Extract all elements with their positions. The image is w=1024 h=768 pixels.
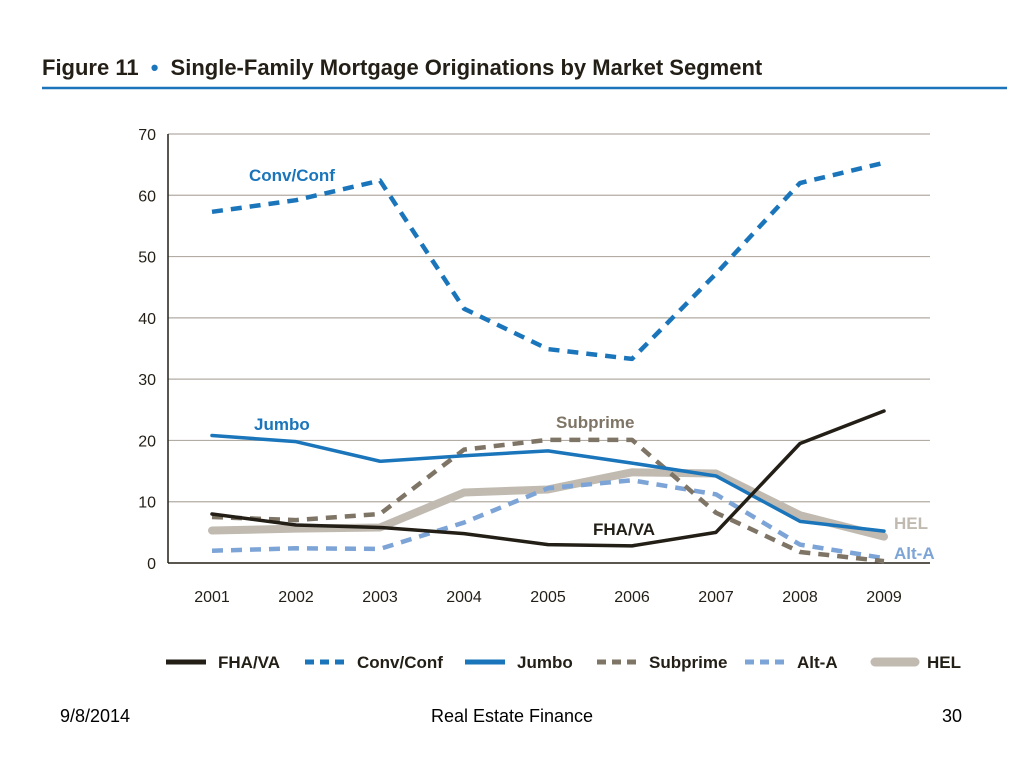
legend-label-subprime: Subprime — [649, 653, 727, 672]
series-line-alt-a — [211, 478, 885, 561]
x-tick-label: 2004 — [446, 589, 482, 606]
x-tick-label: 2005 — [530, 589, 566, 606]
x-tick-label: 2003 — [362, 589, 398, 606]
x-axis: 2001 2002 2003 2004 2005 2006 2007 2008 2009 — [194, 589, 902, 606]
series-line-fha-va — [210, 409, 886, 548]
annotation-fha-va: FHA/VA — [593, 520, 655, 539]
annotation-hel: HEL — [894, 514, 928, 533]
gridlines — [168, 133, 930, 503]
y-tick-label: 60 — [138, 188, 156, 205]
series-line-subprime — [211, 437, 885, 564]
footer-title: Real Estate Finance — [430, 706, 594, 726]
y-tick-label: 30 — [138, 372, 156, 389]
annotation-jumbo: Jumbo — [254, 415, 310, 434]
x-tick-label: 2007 — [698, 589, 734, 606]
figure-title: Figure 11 • Single-Family Mortgage Origi… — [42, 55, 1007, 90]
annotation-conv-conf: Conv/Conf — [249, 166, 335, 185]
legend-label-alt-a: Alt-A — [797, 653, 838, 672]
footer-date: 9/8/2014 — [60, 706, 131, 726]
x-tick-label: 2002 — [278, 589, 314, 606]
legend-label-jumbo: Jumbo — [517, 653, 573, 672]
y-tick-label: 40 — [138, 311, 156, 328]
y-tick-label: 10 — [138, 495, 156, 512]
x-tick-label: 2009 — [866, 589, 902, 606]
x-tick-label: 2006 — [614, 589, 650, 606]
series-lines — [208, 160, 888, 564]
legend: FHA/VA Conv/Conf Jumbo Subprime Alt-A HEL — [166, 653, 961, 672]
series-line-conv-conf — [211, 160, 885, 362]
annotation-subprime: Subprime — [556, 413, 634, 432]
y-tick-label: 0 — [147, 556, 156, 573]
legend-label-fha-va: FHA/VA — [218, 653, 280, 672]
legend-label-conv-conf: Conv/Conf — [357, 653, 443, 672]
annotation-alt-a: Alt-A — [894, 544, 935, 563]
title-bullet: • — [151, 55, 159, 80]
figure-title-text: Single-Family Mortgage Originations by M… — [171, 55, 763, 80]
y-tick-label: 50 — [138, 250, 156, 267]
y-axis: 0 10 20 30 40 50 60 70 — [138, 127, 930, 573]
y-tick-label: 20 — [138, 433, 156, 450]
x-tick-label: 2001 — [194, 589, 230, 606]
svg-text:Figure 11 • Si: Figure 11 • Single-Family Mortgage Origi… — [42, 55, 763, 80]
series-annotations: Conv/Conf Jumbo Subprime FHA/VA HEL Alt-A — [249, 166, 935, 563]
page-number: 30 — [941, 706, 962, 726]
series-line-jumbo — [210, 433, 886, 533]
legend-label-hel: HEL — [927, 653, 961, 672]
x-tick-label: 2008 — [782, 589, 818, 606]
y-tick-label: 70 — [138, 127, 156, 144]
figure-number: Figure 11 — [42, 55, 139, 80]
